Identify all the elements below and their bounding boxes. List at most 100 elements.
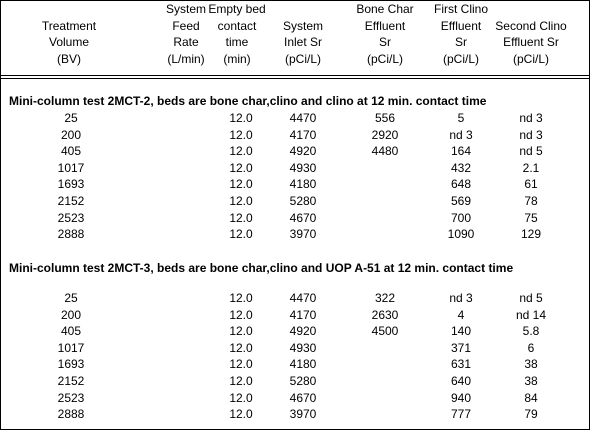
cell: 12.0 (229, 177, 253, 192)
cell: 12.0 (229, 307, 253, 322)
cell: 2152 (57, 194, 85, 208)
cell: 4930 (289, 160, 317, 175)
cell: 1693 (57, 177, 85, 192)
cell: 405 (60, 144, 82, 159)
cell: 556 (374, 111, 396, 125)
column-header: Effluent (364, 18, 406, 33)
column-header: Treatment (41, 18, 97, 33)
cell: 1017 (57, 160, 85, 175)
cell: 12.0 (229, 160, 253, 175)
column-header: (min) (223, 51, 251, 66)
cell: 2630 (371, 307, 399, 322)
column-header: Rate (173, 35, 199, 49)
header-rule (1, 75, 589, 76)
column-header: Second Clino (495, 18, 567, 33)
cell: 6 (527, 340, 535, 355)
cell: 129 (520, 227, 542, 242)
cell: 700 (450, 210, 472, 225)
column-header: (L/min) (167, 51, 205, 66)
cell: 4180 (289, 357, 317, 372)
cell: nd 3 (449, 291, 473, 305)
cell: 4920 (289, 324, 317, 339)
cell: 12.0 (229, 210, 253, 225)
cell: 75 (524, 210, 538, 225)
cell: 4 (457, 307, 465, 322)
cell: nd 3 (519, 127, 543, 142)
cell: 4170 (289, 127, 317, 142)
column-header: (pCi/L) (366, 51, 404, 66)
cell: 140 (450, 324, 472, 339)
cell: 2888 (57, 227, 85, 242)
cell: 640 (450, 374, 472, 388)
cell: 2888 (57, 407, 85, 422)
column-header: (pCi/L) (442, 51, 480, 66)
cell: 2523 (57, 210, 85, 225)
cell: nd 3 (449, 127, 473, 142)
cell: 940 (450, 390, 472, 405)
cell: nd 5 (519, 291, 543, 305)
cell: 432 (450, 160, 472, 175)
cell: 12.0 (229, 324, 253, 339)
cell: 3970 (289, 227, 317, 242)
cell: 1693 (57, 357, 85, 372)
column-header: Volume (48, 35, 90, 49)
cell: 4470 (289, 111, 317, 125)
column-header: Empty bed (208, 2, 266, 16)
cell: 12.0 (229, 340, 253, 355)
cell: nd 14 (515, 307, 547, 322)
cell: 12.0 (229, 374, 253, 388)
cell: 164 (450, 144, 472, 159)
cell: 4470 (289, 291, 317, 305)
cell: 4920 (289, 144, 317, 159)
cell: nd 3 (519, 111, 543, 125)
column-header: Effluent (440, 18, 482, 33)
cell: 2.1 (522, 160, 540, 175)
cell: 12.0 (229, 390, 253, 405)
cell: 200 (60, 307, 82, 322)
cell: 631 (450, 357, 472, 372)
cell: 777 (450, 407, 472, 422)
cell: 200 (60, 127, 82, 142)
cell: 322 (374, 291, 396, 305)
cell: 1017 (57, 340, 85, 355)
cell: 2920 (371, 127, 399, 142)
column-header: Sr (455, 35, 467, 49)
column-header: (pCi/L) (284, 51, 322, 66)
column-header: First Clino (433, 2, 489, 16)
column-header: Sr (379, 35, 391, 49)
cell: 84 (524, 390, 538, 405)
cell: 12.0 (229, 194, 253, 208)
column-header: (BV) (57, 51, 81, 66)
column-header: System (282, 18, 324, 33)
column-header: Feed (172, 18, 200, 33)
cell: 12.0 (229, 111, 253, 125)
cell: 4670 (289, 390, 317, 405)
cell: 371 (450, 340, 472, 355)
cell: 12.0 (229, 291, 253, 305)
cell: 79 (524, 407, 538, 422)
cell: 38 (524, 374, 538, 388)
cell: 38 (524, 357, 538, 372)
cell: 4180 (289, 177, 317, 192)
cell: 12.0 (229, 144, 253, 159)
cell: 2152 (57, 374, 85, 388)
cell: 569 (450, 194, 472, 208)
column-header: Bone Char (356, 2, 414, 16)
cell: 12.0 (229, 407, 253, 422)
section-title: Mini-column test 2MCT-2, beds are bone c… (9, 94, 487, 108)
cell: 4480 (371, 144, 399, 159)
cell: 12.0 (229, 227, 253, 242)
header-rule (1, 78, 589, 79)
section-title: Mini-column test 2MCT-3, beds are bone c… (9, 261, 514, 275)
cell: 12.0 (229, 127, 253, 142)
cell: 61 (524, 177, 538, 192)
column-header: Effluent Sr (503, 35, 559, 49)
cell: 4500 (371, 324, 399, 339)
column-header: Inlet Sr (283, 35, 323, 49)
cell: 4930 (289, 340, 317, 355)
cell: nd 5 (519, 144, 543, 159)
column-header: time (225, 35, 249, 49)
cell: 78 (524, 194, 538, 208)
cell: 648 (450, 177, 472, 192)
